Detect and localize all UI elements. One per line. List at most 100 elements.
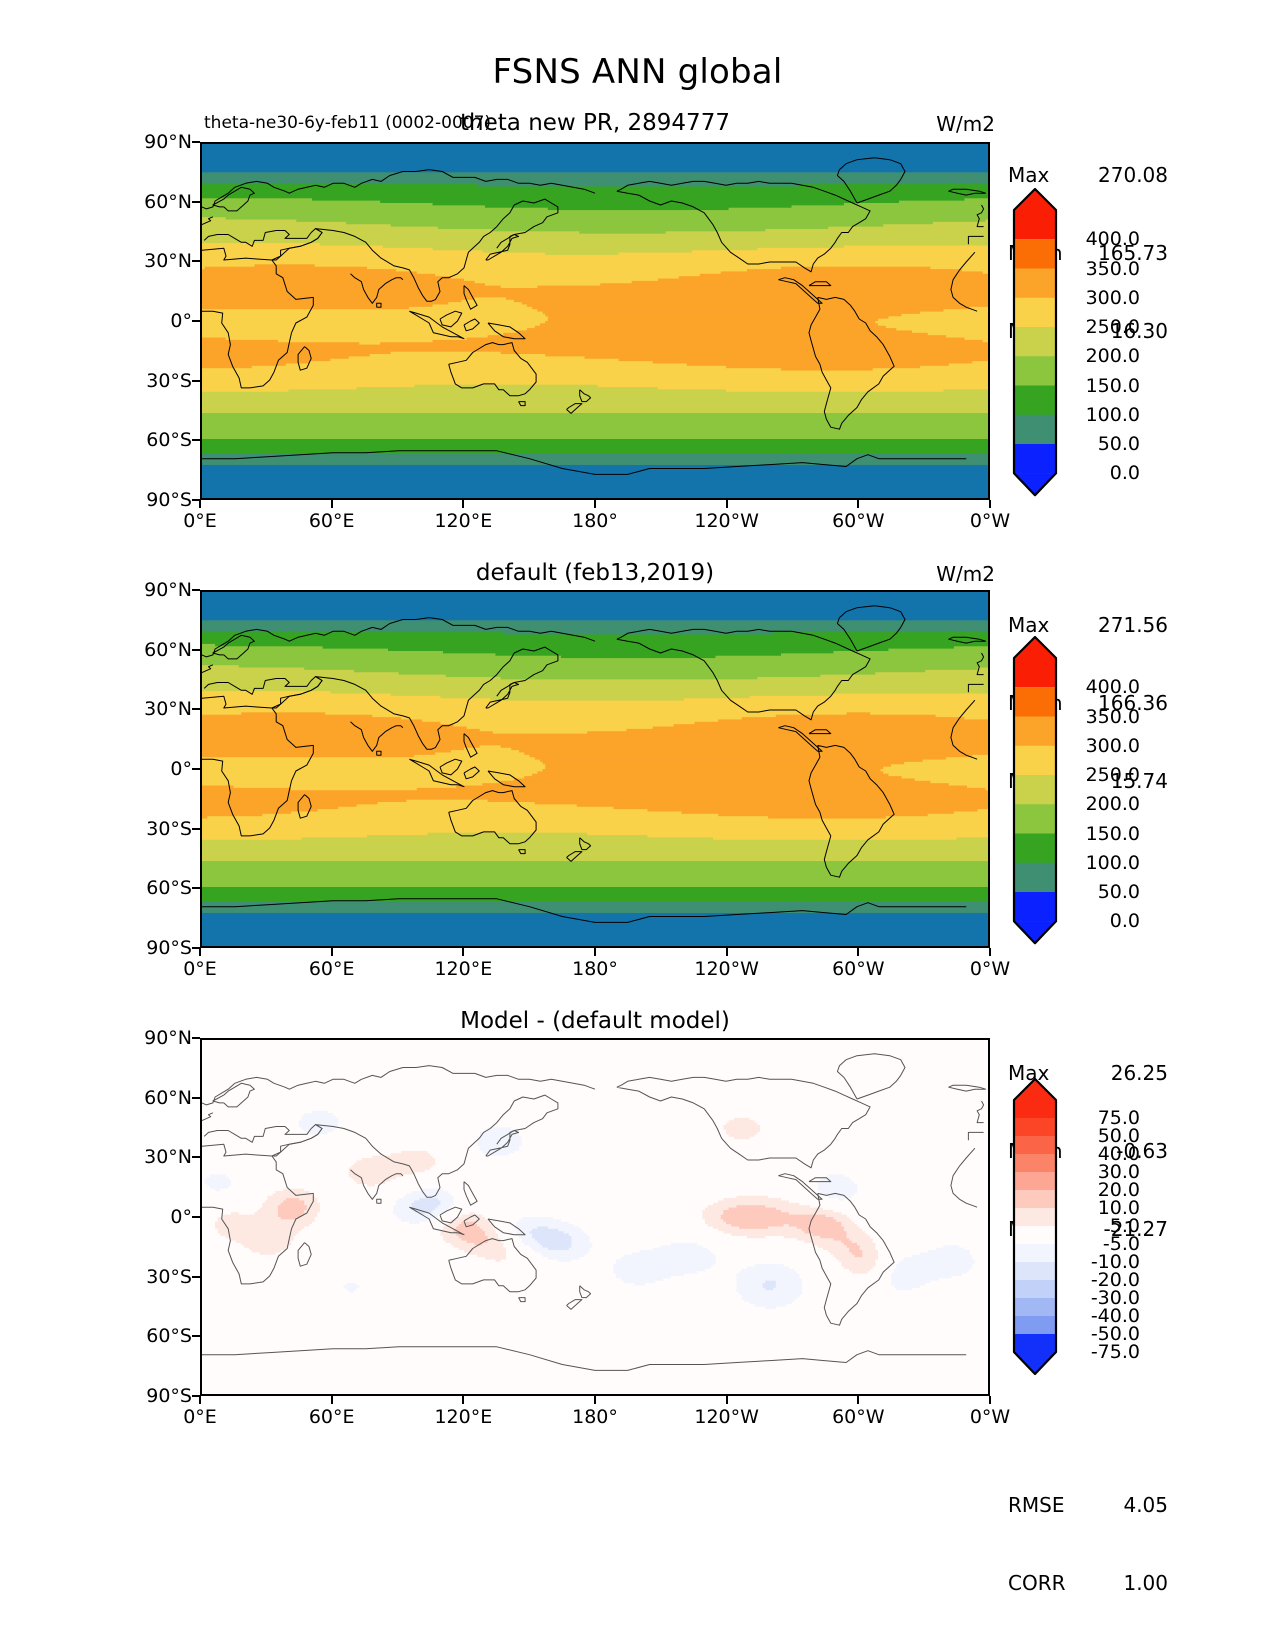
x-axis-tick-label: 180° xyxy=(572,510,618,532)
y-axis-tick-mark xyxy=(192,499,200,501)
map-axes[interactable] xyxy=(200,590,990,948)
y-axis-tick-label: 30°S xyxy=(146,817,192,840)
stat-value: -0.63 xyxy=(1116,1139,1168,1163)
y-axis-tick-mark xyxy=(192,1037,200,1039)
x-axis-tick-mark xyxy=(199,500,201,508)
x-axis-tick-mark xyxy=(857,500,860,508)
colorbar-tick-label: 30.0 xyxy=(1097,1161,1140,1183)
y-axis-tick-label: 90°N xyxy=(144,579,192,601)
y-axis-tick-mark xyxy=(192,260,200,263)
colorbar-tick-label: 100.0 xyxy=(1085,403,1140,426)
y-axis-tick-label: 30°N xyxy=(144,250,192,273)
y-axis-tick-label: 60°S xyxy=(146,1325,192,1348)
x-axis-tick-mark xyxy=(989,1396,991,1404)
metric-value: 4.05 xyxy=(1123,1493,1168,1517)
panel-center-title: theta new PR, 2894777 xyxy=(460,110,730,136)
y-axis-tick-label: 60°N xyxy=(144,190,192,213)
y-axis-tick-label: 30°N xyxy=(144,698,192,721)
y-axis-tick-label: 0° xyxy=(170,758,192,780)
colorbar-swatches xyxy=(1012,187,1058,497)
panel-center-title: Model - (default model) xyxy=(460,1008,730,1034)
x-axis-tick-mark xyxy=(330,500,333,508)
x-axis-tick-label: 0°E xyxy=(183,958,217,980)
y-axis-tick-mark xyxy=(192,947,200,949)
colorbar-tick-label: 400.0 xyxy=(1085,676,1140,699)
coastline-overlay xyxy=(202,157,986,475)
y-axis-tick-label: 90°N xyxy=(144,131,192,153)
colorbar-tick-label: 20.0 xyxy=(1097,1179,1140,1201)
colorbar-tick-label: 0.0 xyxy=(1109,462,1140,485)
stat-key: Max xyxy=(1008,613,1050,637)
panel-units-label: W/m2 xyxy=(936,562,995,586)
x-axis-tick-label: 0°W xyxy=(969,958,1011,980)
y-axis-tick-label: 90°S xyxy=(146,937,192,959)
x-axis-tick-mark xyxy=(725,948,728,956)
y-axis-tick-mark xyxy=(192,1156,200,1159)
stat-value: 26.25 xyxy=(1110,1061,1168,1085)
map-axes[interactable] xyxy=(200,142,990,500)
colorbar[interactable] xyxy=(1012,635,1058,945)
colorbar-tick-label: 350.0 xyxy=(1085,257,1140,280)
x-axis-tick-mark xyxy=(330,1396,333,1404)
x-axis-tick-mark xyxy=(857,948,860,956)
colorbar-tick-label: -40.0 xyxy=(1090,1305,1140,1327)
stat-value: -21.27 xyxy=(1103,1217,1168,1241)
colorbar[interactable] xyxy=(1012,1077,1058,1376)
x-axis-tick-label: 60°E xyxy=(308,1406,355,1428)
colorbar-tick-label: 150.0 xyxy=(1085,822,1140,845)
metric-key: RMSE xyxy=(1008,1493,1065,1517)
y-axis-tick-mark xyxy=(192,887,200,890)
stat-value: 270.08 xyxy=(1098,163,1168,187)
y-axis-tick-mark xyxy=(192,1395,200,1397)
y-axis-tick-mark xyxy=(192,200,200,203)
x-axis-tick-mark xyxy=(462,1396,465,1404)
x-axis-tick-label: 120°W xyxy=(694,510,759,532)
y-axis-tick-mark xyxy=(192,1096,200,1099)
x-axis-tick-label: 0°W xyxy=(969,1406,1011,1428)
x-axis-tick-label: 120°E xyxy=(434,1406,493,1428)
map-contour-field xyxy=(202,1040,988,1394)
x-axis-tick-label: 0°W xyxy=(969,510,1011,532)
colorbar-tick-label: -50.0 xyxy=(1090,1323,1140,1345)
x-axis-tick-mark xyxy=(725,1396,728,1404)
map-axes[interactable] xyxy=(200,1038,990,1396)
metric-key: CORR xyxy=(1008,1571,1066,1595)
y-axis-tick-label: 90°N xyxy=(144,1027,192,1049)
colorbar-tick-label: 0.0 xyxy=(1109,910,1140,933)
panel-metrics: RMSE 4.05 CORR 1.00 xyxy=(1008,1440,1168,1648)
stat-key: Max xyxy=(1008,1061,1050,1085)
y-axis-tick-mark xyxy=(192,439,200,442)
colorbar-tick-label: 150.0 xyxy=(1085,374,1140,397)
panel-left-title: theta-ne30-6y-feb11 (0002-0007) xyxy=(204,113,492,133)
x-axis-tick-mark xyxy=(989,500,991,508)
y-axis-tick-mark xyxy=(192,141,200,143)
y-axis-tick-label: 60°S xyxy=(146,429,192,452)
colorbar[interactable] xyxy=(1012,187,1058,497)
map-contour-field xyxy=(202,144,988,498)
x-axis-tick-mark xyxy=(725,500,728,508)
y-axis-tick-label: 30°S xyxy=(146,369,192,392)
colorbar-tick-label: 350.0 xyxy=(1085,705,1140,728)
colorbar-tick-label: -5.0 xyxy=(1102,1233,1140,1255)
x-axis-tick-mark xyxy=(594,948,596,956)
colorbar-swatches xyxy=(1012,635,1058,945)
x-axis-tick-label: 120°W xyxy=(694,958,759,980)
x-axis-tick-label: 120°W xyxy=(694,1406,759,1428)
colorbar-swatches xyxy=(1012,1077,1058,1376)
x-axis-tick-label: 180° xyxy=(572,1406,618,1428)
colorbar-tick-label: 10.0 xyxy=(1097,1197,1140,1219)
x-axis-tick-mark xyxy=(857,1396,860,1404)
colorbar-tick-label: 200.0 xyxy=(1085,793,1140,816)
x-axis-tick-label: 60°W xyxy=(832,958,885,980)
colorbar-tick-label: -20.0 xyxy=(1090,1269,1140,1291)
y-axis-tick-mark xyxy=(192,768,200,770)
y-axis-tick-label: 30°S xyxy=(146,1265,192,1288)
colorbar-tick-label: 50.0 xyxy=(1097,1125,1140,1147)
colorbar-tick-label: 5.0 xyxy=(1109,1215,1140,1237)
x-axis-tick-mark xyxy=(462,500,465,508)
colorbar-tick-label: 40.0 xyxy=(1097,1143,1140,1165)
colorbar-tick-label: 50.0 xyxy=(1097,881,1140,903)
colorbar-tick-label: 75.0 xyxy=(1097,1107,1140,1129)
y-axis-tick-mark xyxy=(192,708,200,711)
